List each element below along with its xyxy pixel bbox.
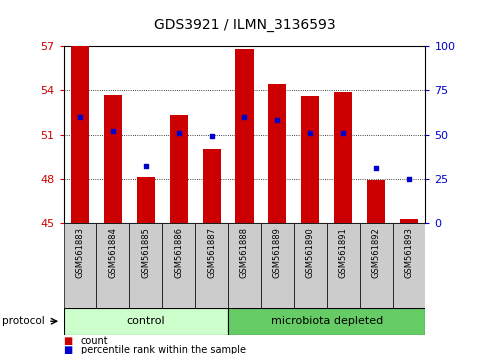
Text: GSM561892: GSM561892 <box>371 227 380 278</box>
Point <box>339 130 346 136</box>
Bar <box>63 223 96 308</box>
Text: control: control <box>126 316 165 326</box>
Bar <box>103 95 122 223</box>
Point <box>207 133 215 139</box>
Text: ■: ■ <box>63 345 73 354</box>
Bar <box>333 92 351 223</box>
Bar <box>392 223 425 308</box>
Text: GDS3921 / ILMN_3136593: GDS3921 / ILMN_3136593 <box>153 18 335 32</box>
Bar <box>261 223 293 308</box>
Bar <box>195 223 227 308</box>
Text: GSM561883: GSM561883 <box>75 227 84 278</box>
Text: microbiota depleted: microbiota depleted <box>270 316 382 326</box>
Text: GSM561889: GSM561889 <box>272 227 281 278</box>
Bar <box>137 177 155 223</box>
Bar <box>359 223 392 308</box>
Bar <box>162 223 195 308</box>
Bar <box>399 219 417 223</box>
Text: protocol: protocol <box>2 316 45 326</box>
Bar <box>227 223 261 308</box>
Text: GSM561890: GSM561890 <box>305 227 314 278</box>
Text: GSM561888: GSM561888 <box>240 227 248 278</box>
Bar <box>268 84 286 223</box>
Text: GSM561891: GSM561891 <box>338 227 347 278</box>
Text: GSM561885: GSM561885 <box>141 227 150 278</box>
Point <box>371 165 379 171</box>
Text: percentile rank within the sample: percentile rank within the sample <box>81 345 245 354</box>
Text: count: count <box>81 336 108 346</box>
Text: ■: ■ <box>63 336 73 346</box>
Bar <box>366 180 385 223</box>
Bar <box>129 223 162 308</box>
Bar <box>235 49 253 223</box>
Bar <box>202 149 220 223</box>
Bar <box>71 46 89 223</box>
Point <box>76 114 84 120</box>
Point <box>404 176 412 182</box>
Bar <box>301 96 319 223</box>
Text: GSM561886: GSM561886 <box>174 227 183 278</box>
Bar <box>63 308 227 335</box>
Point <box>174 130 182 136</box>
Point <box>306 130 314 136</box>
Point <box>240 114 248 120</box>
Text: GSM561893: GSM561893 <box>404 227 413 278</box>
Point <box>273 118 281 123</box>
Bar <box>169 115 187 223</box>
Bar <box>227 308 425 335</box>
Point <box>142 164 149 169</box>
Point <box>109 128 117 134</box>
Text: GSM561887: GSM561887 <box>207 227 216 278</box>
Bar <box>96 223 129 308</box>
Bar <box>326 223 359 308</box>
Bar <box>293 223 326 308</box>
Text: GSM561884: GSM561884 <box>108 227 117 278</box>
